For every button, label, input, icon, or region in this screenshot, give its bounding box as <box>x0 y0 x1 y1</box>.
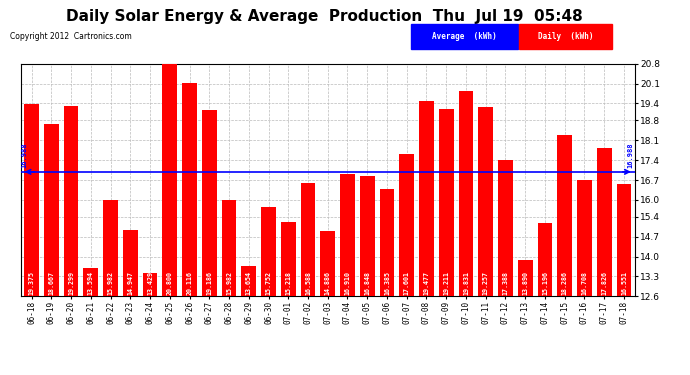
Text: 17.826: 17.826 <box>601 271 607 295</box>
Bar <box>202 110 217 375</box>
Text: 16.848: 16.848 <box>364 271 371 295</box>
Bar <box>301 183 315 375</box>
Bar <box>538 223 553 375</box>
Text: 15.982: 15.982 <box>108 271 114 295</box>
Bar <box>558 135 572 375</box>
Bar <box>182 83 197 375</box>
Text: 16.385: 16.385 <box>384 271 390 295</box>
Text: 16.708: 16.708 <box>582 271 587 295</box>
Text: 20.800: 20.800 <box>167 271 172 295</box>
Text: 19.299: 19.299 <box>68 271 74 295</box>
Text: 16.988: 16.988 <box>628 143 634 168</box>
Bar <box>518 260 533 375</box>
Bar <box>221 200 237 375</box>
Text: Daily Solar Energy & Average  Production  Thu  Jul 19  05:48: Daily Solar Energy & Average Production … <box>66 9 582 24</box>
Text: 14.886: 14.886 <box>325 271 331 295</box>
Text: Average  (kWh): Average (kWh) <box>432 32 496 41</box>
Bar <box>281 222 295 375</box>
Bar <box>123 230 138 375</box>
Bar <box>419 101 434 375</box>
Bar <box>400 154 414 375</box>
Text: 18.667: 18.667 <box>48 271 55 295</box>
Text: 19.477: 19.477 <box>424 271 429 295</box>
Text: 18.286: 18.286 <box>562 271 568 295</box>
Bar <box>103 200 118 375</box>
Text: 13.654: 13.654 <box>246 271 252 295</box>
Text: 19.186: 19.186 <box>206 271 213 295</box>
Text: 16.551: 16.551 <box>621 271 627 295</box>
Bar <box>24 104 39 375</box>
Bar <box>320 231 335 375</box>
Bar <box>360 176 375 375</box>
Bar <box>597 148 611 375</box>
Text: Copyright 2012  Cartronics.com: Copyright 2012 Cartronics.com <box>10 32 132 41</box>
Text: 19.211: 19.211 <box>443 271 449 295</box>
Text: Daily  (kWh): Daily (kWh) <box>538 32 593 41</box>
Bar <box>498 160 513 375</box>
Text: 15.982: 15.982 <box>226 271 232 295</box>
Bar <box>83 268 98 375</box>
Bar <box>63 106 79 375</box>
Text: 19.831: 19.831 <box>463 271 469 295</box>
Text: 19.257: 19.257 <box>483 271 489 295</box>
Bar <box>577 180 592 375</box>
Bar <box>439 109 453 375</box>
Text: 19.375: 19.375 <box>28 271 34 295</box>
Bar <box>617 184 631 375</box>
Text: 16.910: 16.910 <box>344 271 351 295</box>
Text: 13.594: 13.594 <box>88 271 94 295</box>
Text: 15.196: 15.196 <box>542 271 548 295</box>
Text: 13.890: 13.890 <box>522 271 529 295</box>
Text: 16.988: 16.988 <box>21 143 28 168</box>
Bar <box>380 189 395 375</box>
Bar <box>162 64 177 375</box>
Text: 17.388: 17.388 <box>502 271 509 295</box>
Bar <box>143 273 157 375</box>
Text: 13.429: 13.429 <box>147 271 153 295</box>
Text: 20.116: 20.116 <box>186 271 193 295</box>
Text: 16.588: 16.588 <box>305 271 311 295</box>
Text: 15.752: 15.752 <box>266 271 271 295</box>
Bar <box>478 108 493 375</box>
Bar <box>340 174 355 375</box>
Bar <box>44 124 59 375</box>
Text: 15.218: 15.218 <box>285 271 291 295</box>
Bar <box>241 266 256 375</box>
Bar <box>459 91 473 375</box>
Text: 17.601: 17.601 <box>404 271 410 295</box>
Text: 14.947: 14.947 <box>127 271 133 295</box>
Bar <box>261 207 276 375</box>
